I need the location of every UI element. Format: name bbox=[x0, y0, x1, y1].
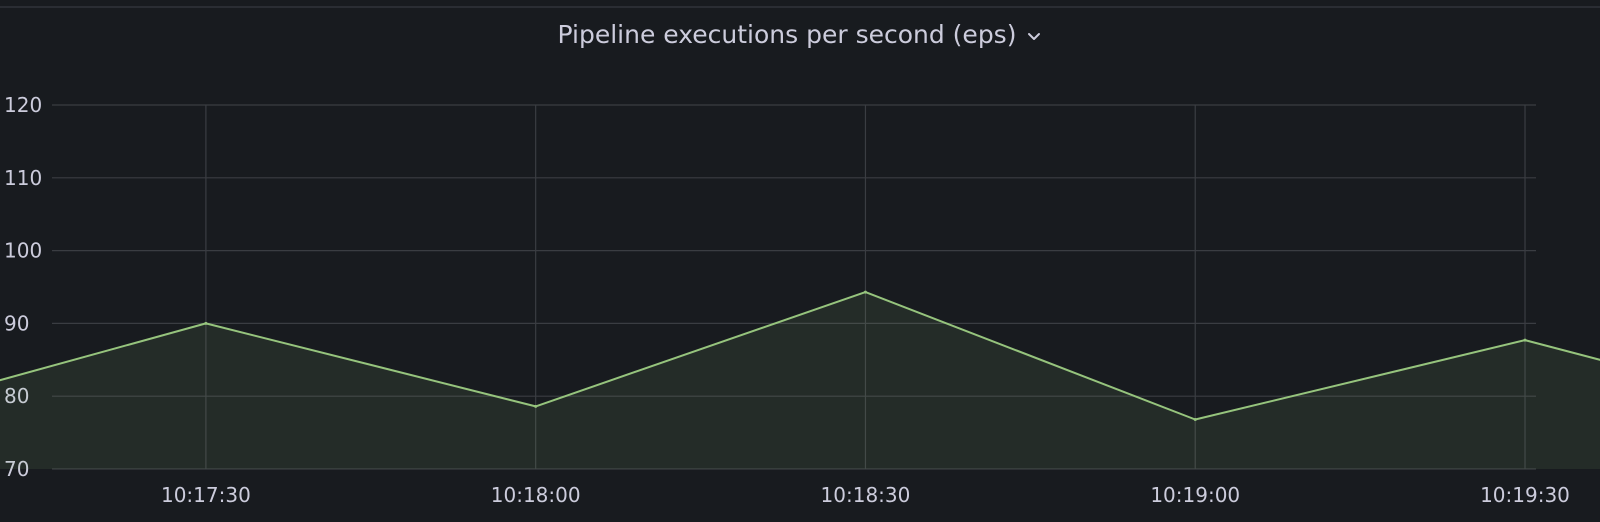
y-tick-label: 120 bbox=[4, 93, 42, 117]
series-area bbox=[0, 292, 1600, 469]
x-tick-label: 10:18:00 bbox=[491, 483, 581, 507]
x-tick-label: 10:17:30 bbox=[161, 483, 251, 507]
y-tick-label: 100 bbox=[4, 239, 42, 263]
data-point bbox=[1523, 338, 1527, 342]
y-tick-label: 70 bbox=[4, 457, 29, 481]
chevron-down-icon[interactable] bbox=[1026, 32, 1042, 42]
panel-title: Pipeline executions per second (eps) bbox=[557, 20, 1017, 49]
data-point bbox=[204, 321, 208, 325]
y-tick-label: 90 bbox=[4, 311, 29, 335]
y-tick-label: 80 bbox=[4, 384, 29, 408]
x-tick-label: 10:19:30 bbox=[1480, 483, 1570, 507]
y-tick-label: 110 bbox=[4, 166, 42, 190]
panel-title-menu[interactable]: Pipeline executions per second (eps) bbox=[0, 20, 1600, 49]
x-tick-label: 10:18:30 bbox=[821, 483, 911, 507]
data-point bbox=[534, 404, 538, 408]
data-point bbox=[863, 290, 867, 294]
x-tick-label: 10:19:00 bbox=[1150, 483, 1240, 507]
data-point bbox=[1193, 417, 1197, 421]
panel-top-border bbox=[0, 0, 1600, 8]
